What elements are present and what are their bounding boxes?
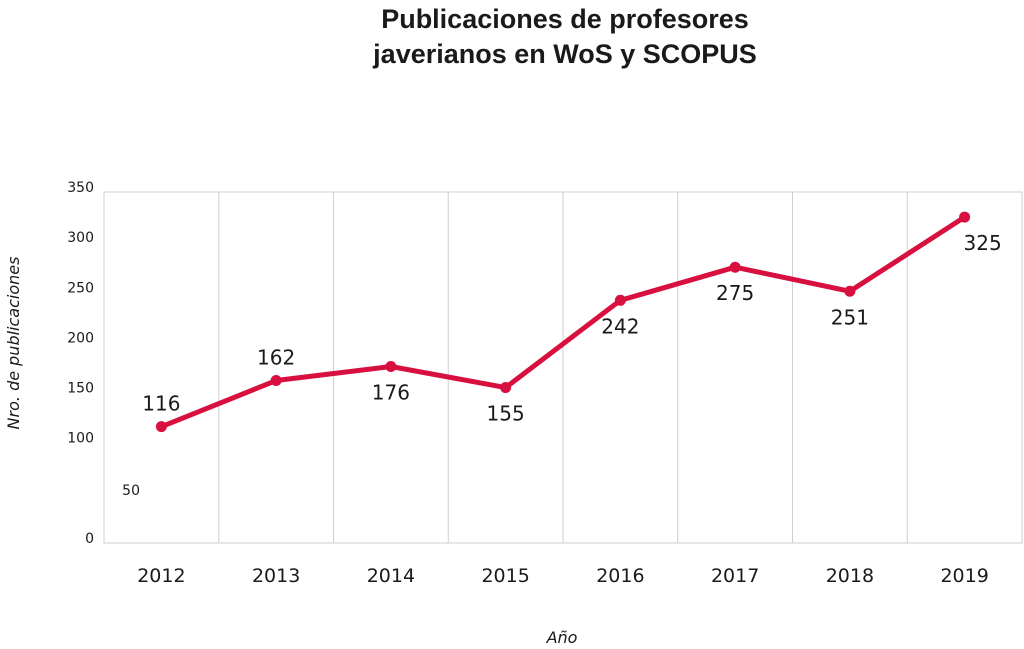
y-tick-label: 350 xyxy=(67,180,94,196)
data-label: 116 xyxy=(142,392,180,416)
y-tick-label: 0 xyxy=(85,531,94,547)
y-axis-title: Nro. de publicaciones xyxy=(4,257,23,430)
x-tick-label: 2017 xyxy=(711,565,759,587)
x-tick-label: 2015 xyxy=(481,565,529,587)
x-tick-label: 2014 xyxy=(367,565,415,587)
y-tick-label: 150 xyxy=(67,381,94,397)
series-line xyxy=(158,214,968,430)
data-label: 162 xyxy=(257,346,295,370)
series xyxy=(155,211,971,433)
data-label: 242 xyxy=(601,314,639,338)
y-tick-label: 250 xyxy=(67,280,94,296)
y-tick-label: 50 xyxy=(122,483,140,499)
x-axis-ticks: 2012 2013 2014 2015 2016 2017 2018 2019 xyxy=(137,565,989,587)
data-point xyxy=(844,285,856,297)
chart-title-line-1: Publicaciones de profesores xyxy=(381,4,749,34)
data-point xyxy=(500,382,512,394)
data-point xyxy=(614,294,626,306)
x-tick-label: 2012 xyxy=(137,565,185,587)
data-label: 155 xyxy=(487,402,525,426)
x-axis-title: Año xyxy=(546,628,578,647)
data-label: 251 xyxy=(831,305,869,329)
data-label: 176 xyxy=(372,380,410,404)
data-label: 325 xyxy=(964,231,1002,255)
data-labels: 116 162 176 155 242 275 251 325 xyxy=(142,231,1001,425)
data-point xyxy=(385,360,397,372)
data-point xyxy=(270,375,282,387)
y-tick-label: 100 xyxy=(67,431,94,447)
x-tick-label: 2019 xyxy=(940,565,988,587)
y-tick-label: 300 xyxy=(67,230,94,246)
data-point xyxy=(729,261,741,273)
y-axis-ticks: 0 50 100 150 200 250 300 350 xyxy=(67,180,140,547)
data-label: 275 xyxy=(716,281,754,305)
y-tick-label: 200 xyxy=(67,330,94,346)
chart-title-line-2: javerianos en WoS y SCOPUS xyxy=(373,39,757,69)
grid xyxy=(103,191,1023,544)
chart-title: Publicaciones de profesores javerianos e… xyxy=(0,2,1024,72)
x-tick-label: 2016 xyxy=(596,565,644,587)
x-tick-label: 2013 xyxy=(252,565,300,587)
data-point xyxy=(155,421,167,433)
data-point xyxy=(959,211,971,223)
x-tick-label: 2018 xyxy=(826,565,874,587)
